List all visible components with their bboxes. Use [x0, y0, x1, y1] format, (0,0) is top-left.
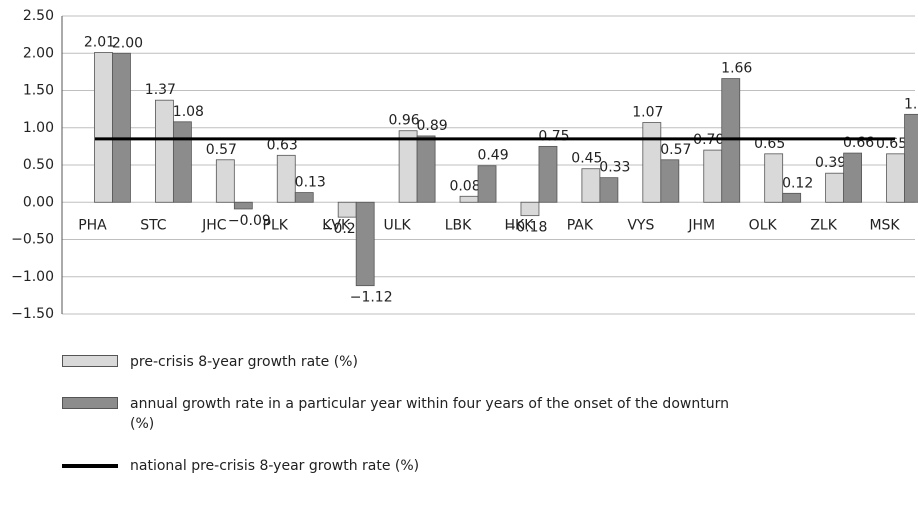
- bar: [398, 130, 418, 203]
- bar: [355, 201, 375, 287]
- bar: [764, 153, 784, 203]
- legend-item: national pre-crisis 8-year growth rate (…: [62, 456, 762, 476]
- y-tick-label: 1.50: [23, 83, 54, 99]
- x-tick-label: ZLK: [810, 217, 837, 233]
- x-tick-label: LBK: [445, 217, 472, 233]
- bar: [459, 195, 479, 203]
- y-tick-label: 2.50: [23, 8, 54, 24]
- value-label: 0.12: [782, 175, 813, 191]
- x-tick-label: JHC: [201, 217, 227, 233]
- value-label: 1.08: [173, 104, 204, 120]
- x-tick-label: MSK: [869, 217, 900, 233]
- value-label: 0.45: [571, 151, 602, 167]
- legend-label: annual growth rate in a particular year …: [130, 396, 729, 432]
- value-label: 1.07: [632, 105, 663, 121]
- value-label: 1.66: [721, 61, 752, 77]
- bar: [581, 168, 601, 203]
- value-label: 1.18: [904, 96, 918, 112]
- bar: [172, 121, 192, 203]
- bar: [904, 113, 918, 203]
- y-tick-label: −1.50: [11, 306, 54, 322]
- value-label: 0.08: [449, 178, 480, 194]
- bar: [154, 99, 174, 203]
- bar: [294, 192, 314, 203]
- x-tick-label: KVK: [322, 217, 351, 233]
- bar: [599, 177, 619, 203]
- value-label: 0.33: [599, 160, 630, 176]
- x-tick-label: STC: [140, 217, 167, 233]
- bar: [703, 149, 723, 203]
- x-tick-label: OLK: [749, 217, 778, 233]
- bar: [642, 122, 662, 203]
- bar: [538, 145, 558, 203]
- bar: [782, 192, 802, 203]
- legend-swatch: [62, 464, 118, 468]
- legend-label: pre-crisis 8-year growth rate (%): [130, 354, 358, 370]
- y-tick-label: −1.00: [11, 269, 54, 285]
- bar: [233, 201, 253, 210]
- bar: [520, 201, 540, 217]
- y-tick-label: 0.50: [23, 157, 54, 173]
- value-label: −0.20: [322, 221, 365, 237]
- value-label: −1.12: [350, 290, 393, 306]
- value-label: 0.49: [477, 148, 508, 164]
- value-label: −0.18: [505, 220, 548, 236]
- x-tick-label: PLK: [263, 217, 289, 233]
- value-label: 1.37: [145, 82, 176, 98]
- bar: [825, 172, 845, 203]
- value-label: 0.13: [295, 175, 326, 191]
- x-tick-label: VYS: [627, 217, 654, 233]
- y-tick-label: −0.50: [11, 232, 54, 248]
- value-label: 0.75: [538, 128, 569, 144]
- legend-swatch: [62, 397, 118, 409]
- legend-item: pre-crisis 8-year growth rate (%): [62, 352, 762, 372]
- x-tick-label: PAK: [567, 217, 594, 233]
- bar: [416, 135, 436, 203]
- bar: [276, 154, 296, 203]
- legend-swatch: [62, 355, 118, 367]
- bar: [660, 159, 680, 203]
- value-label: 0.57: [206, 142, 237, 158]
- bar: [337, 201, 357, 218]
- value-label: 0.89: [417, 118, 448, 134]
- value-label: −0.09: [228, 213, 271, 229]
- bar: [843, 152, 863, 203]
- bar: [886, 153, 905, 203]
- x-tick-label: HKK: [505, 217, 535, 233]
- value-label: 0.39: [815, 155, 846, 171]
- bar: [112, 52, 131, 203]
- x-tick-label: PHA: [78, 217, 107, 233]
- value-label: 0.57: [660, 142, 691, 158]
- value-label: 0.63: [267, 137, 298, 153]
- bar: [215, 159, 235, 203]
- legend-item: annual growth rate in a particular year …: [62, 394, 762, 434]
- value-label: 0.96: [389, 113, 420, 129]
- y-tick-label: 1.00: [23, 120, 54, 136]
- value-label: 2.00: [112, 35, 143, 51]
- y-tick-label: 2.00: [23, 45, 54, 61]
- x-tick-label: ULK: [383, 217, 411, 233]
- x-tick-label: JHM: [687, 217, 715, 233]
- legend: pre-crisis 8-year growth rate (%) annual …: [62, 352, 762, 498]
- value-label: 2.01: [84, 35, 115, 51]
- chart: −1.50 −1.00 −0.50 0.00 0.50 1.00 1.50 2.00 2.50 P…: [11, 8, 918, 322]
- y-tick-label: 0.00: [23, 194, 54, 210]
- legend-label: national pre-crisis 8-year growth rate (…: [130, 458, 420, 474]
- bar: [477, 165, 497, 203]
- bar: [94, 52, 113, 203]
